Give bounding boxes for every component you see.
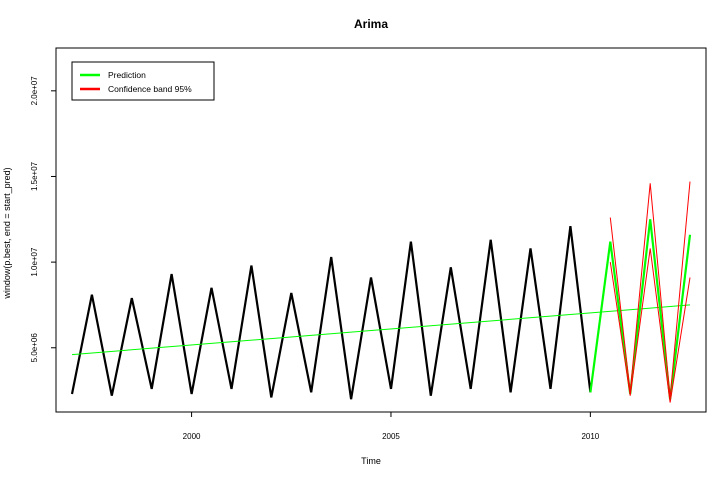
x-axis: 2000 2005 2010 [183,411,600,441]
y-tick-label: 1.5e+07 [30,161,39,191]
x-tick-label: 2000 [183,432,201,441]
y-tick-label: 1.0e+07 [30,247,39,277]
series-line-4 [609,248,691,403]
legend-label-prediction: Prediction [108,70,146,80]
x-tick-label: 2010 [581,432,599,441]
series-line-1 [589,219,692,400]
y-axis: 5.0e+06 1.0e+07 1.5e+07 2.0e+07 [30,76,57,363]
series-layer [70,181,692,403]
plot-area-frame [55,47,707,413]
y-tick-label: 5.0e+06 [30,333,39,363]
legend: Prediction Confidence band 95% [71,61,215,101]
x-tick-label: 2005 [382,432,400,441]
y-axis-label: window(p.best, end = start_pred) [2,167,12,299]
series-line-0 [70,225,592,400]
chart-title: Arima [354,17,388,31]
x-axis-label: Time [361,456,381,466]
y-tick-label: 2.0e+07 [30,76,39,106]
series-line-2 [71,304,691,356]
series-line-3 [609,181,691,398]
legend-box [71,61,215,101]
legend-label-confidence: Confidence band 95% [108,84,192,94]
